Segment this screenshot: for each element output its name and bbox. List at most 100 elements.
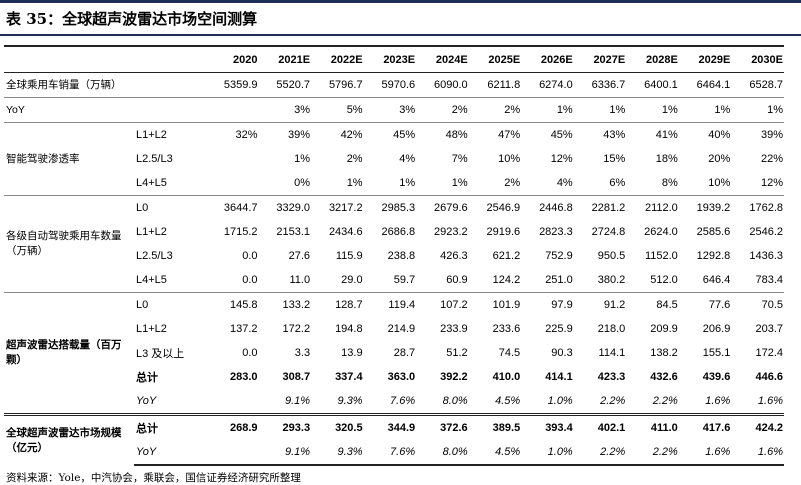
value-cell: 1%: [521, 97, 574, 123]
value-cell: 2%: [416, 97, 469, 123]
value-cell: 424.2: [731, 413, 784, 440]
value-cell: 2.2%: [652, 395, 678, 407]
value-cell: 40%: [678, 122, 732, 147]
value-cell: 1%: [451, 177, 468, 189]
year-header: 2029E: [678, 45, 732, 73]
value-cell: 0.0: [242, 274, 258, 286]
value-cell: 32%: [206, 122, 259, 147]
value-cell: 59.7: [393, 274, 416, 286]
value-cell: 3217.2: [311, 195, 364, 220]
value-cell: 446.6: [755, 371, 783, 383]
value-cell: 2434.6: [328, 226, 363, 238]
value-cell: 1762.8: [731, 195, 784, 220]
value-cell: 8.0%: [416, 440, 469, 466]
value-cell: 138.2: [650, 347, 678, 359]
value-cell: 172.2: [282, 323, 311, 335]
value-cell: 251.0: [545, 274, 573, 286]
value-cell: 392.2: [440, 371, 468, 383]
row-label: L1+L2: [136, 226, 167, 238]
value-cell: 7.6%: [390, 395, 416, 407]
value-cell: 2%: [468, 97, 522, 123]
row-label: L1+L2: [134, 122, 206, 147]
title-rule: [0, 34, 801, 36]
value-cell: 2624.0: [644, 226, 678, 238]
value-cell: 783.4: [755, 274, 783, 286]
value-cell: 4%: [399, 153, 416, 165]
value-cell: 97.9: [521, 292, 574, 317]
value-cell: 1%: [678, 97, 732, 123]
value-cell: 1939.2: [678, 195, 732, 220]
value-cell: 119.4: [363, 292, 417, 317]
value-cell: 6274.0: [539, 79, 573, 91]
value-cell: 10%: [498, 153, 521, 165]
row-label: L3 及以上: [136, 348, 185, 360]
value-cell: 114.1: [598, 347, 626, 359]
value-cell: 137.2: [230, 323, 258, 335]
value-cell: 2112.0: [626, 195, 679, 220]
row-label: 总计: [134, 413, 206, 440]
value-cell: 402.1: [573, 413, 627, 440]
empty-cell: [206, 171, 259, 196]
value-cell: 1%: [294, 153, 311, 165]
value-cell: 389.5: [468, 413, 522, 440]
value-cell: 393.4: [521, 413, 574, 440]
value-cell: 2919.6: [486, 226, 521, 238]
value-cell: 2823.3: [539, 226, 573, 238]
value-cell: 48%: [416, 122, 469, 147]
value-cell: 9.3%: [311, 440, 364, 466]
value-cell: 12%: [550, 153, 573, 165]
value-cell: 133.2: [258, 292, 312, 317]
value-cell: 4%: [556, 177, 573, 189]
value-cell: 22%: [760, 153, 783, 165]
value-cell: 42%: [311, 122, 364, 147]
value-cell: 5970.6: [381, 79, 416, 91]
value-cell: 15%: [603, 153, 626, 165]
group-label: 全球乘用车销量（万辆）: [6, 78, 122, 91]
value-cell: 2985.3: [363, 195, 417, 220]
value-cell: 41%: [626, 122, 679, 147]
value-cell: 2.2%: [626, 440, 679, 466]
row-label: L4+L5: [136, 177, 167, 189]
value-cell: 43%: [573, 122, 627, 147]
value-cell: 414.1: [545, 371, 573, 383]
value-cell: 145.8: [206, 292, 259, 317]
table-row: L4+L5 0% 1% 1% 1% 2% 4% 6% 8% 10% 12%: [4, 171, 784, 196]
value-cell: 128.7: [311, 292, 364, 317]
value-cell: 1%: [626, 97, 679, 123]
empty-cell: [206, 389, 259, 415]
value-cell: 337.4: [335, 371, 363, 383]
value-cell: 18%: [655, 153, 678, 165]
value-cell: 4.5%: [468, 440, 522, 466]
value-cell: 283.0: [230, 371, 258, 383]
source-note: 资料来源：Yole，中汽协会，乘联会，国信证券经济研究所整理: [6, 472, 301, 484]
table-row: L2.5/L3 0.0 27.6 115.9 238.8 426.3 621.2 752.9 9…: [4, 244, 784, 268]
value-cell: 2446.8: [521, 195, 574, 220]
table-row: L1+L2 1715.2 2153.1 2434.6 2686.8 2923.2 2919.…: [4, 220, 784, 244]
value-cell: 39%: [258, 122, 312, 147]
value-cell: 411.0: [626, 413, 679, 440]
value-cell: 2585.6: [696, 226, 731, 238]
value-cell: 233.9: [440, 323, 468, 335]
year-header: 2020: [206, 45, 259, 73]
value-cell: 9.3%: [337, 395, 363, 407]
table-row: YoY 9.1% 9.3% 7.6% 8.0% 4.5% 1.0% 2.2% 2.2% 1.6% 1…: [4, 440, 784, 466]
value-cell: 124.2: [492, 274, 521, 286]
value-cell: 621.2: [492, 250, 521, 262]
row-label: YoY: [134, 440, 206, 466]
value-cell: 417.6: [678, 413, 732, 440]
value-cell: 1%: [731, 97, 784, 123]
year-header: 2026E: [521, 45, 574, 73]
table-row: 各级自动驾驶乘用车数量（万辆） L0 3644.7 3329.0 3217.2 2985.…: [4, 195, 784, 293]
row-label: L0: [134, 292, 206, 317]
value-cell: 2153.1: [276, 226, 311, 238]
value-cell: 155.1: [702, 347, 731, 359]
value-cell: 344.9: [363, 413, 417, 440]
value-cell: 752.9: [545, 250, 573, 262]
value-cell: 646.4: [702, 274, 731, 286]
group-label: 全球超声波雷达市场规模（亿元）: [4, 413, 134, 465]
value-cell: 28.7: [393, 347, 416, 359]
value-cell: 7.6%: [363, 440, 417, 466]
value-cell: 2%: [346, 153, 363, 165]
value-cell: 6090.0: [434, 79, 468, 91]
